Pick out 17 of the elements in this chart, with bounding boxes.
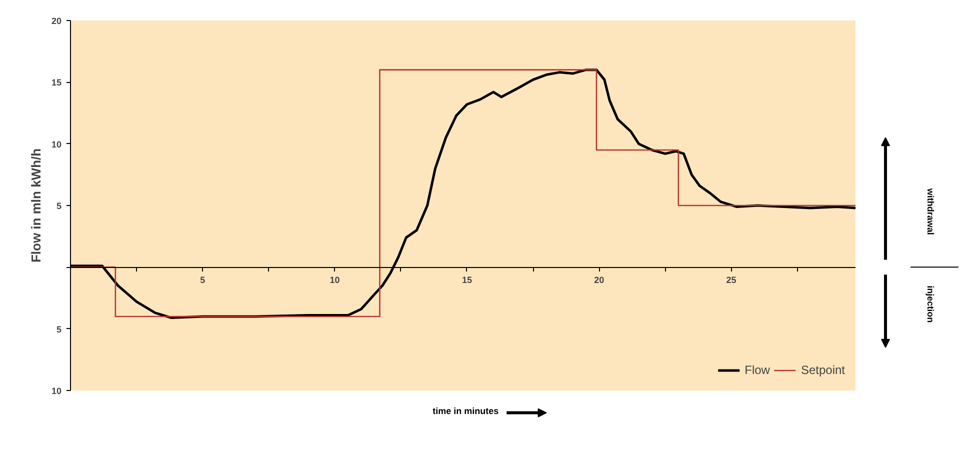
x-tick-label: 20 <box>594 275 604 286</box>
x-tick-label: 10 <box>330 275 340 286</box>
y-tick-label: 5 <box>56 201 62 211</box>
x-tick-label: 25 <box>726 275 736 286</box>
x-tick-label: 5 <box>200 275 206 286</box>
y-tick-label: 10 <box>51 139 62 150</box>
y-tick-label: 20 <box>51 16 62 26</box>
y-tick-label: 10 <box>51 386 62 396</box>
legend-label: Setpoint <box>800 363 845 377</box>
y-axis-title: Flow in mln kWh/h <box>28 148 44 263</box>
text: withdrawal <box>926 187 936 235</box>
x-axis-title: time in minutes <box>432 406 499 416</box>
legend-label: Flow <box>744 363 770 377</box>
x-tick-label: 15 <box>462 275 472 286</box>
text: injection <box>926 286 936 323</box>
y-tick-label: 5 <box>56 324 62 334</box>
y-tick-label: 15 <box>51 78 62 88</box>
